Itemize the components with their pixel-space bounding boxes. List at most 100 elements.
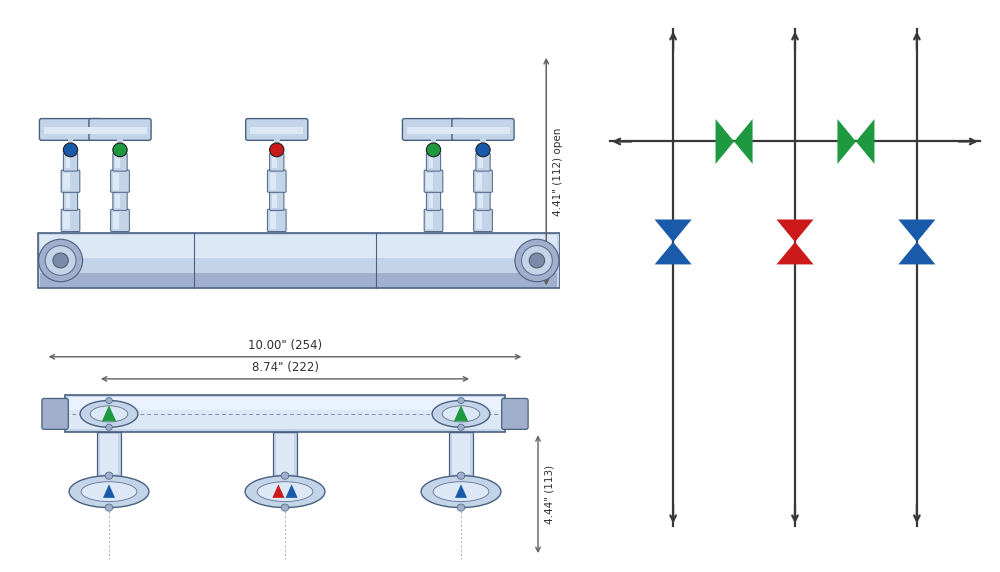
FancyBboxPatch shape <box>476 153 490 171</box>
Bar <box>66 156 70 168</box>
Bar <box>274 137 280 143</box>
Ellipse shape <box>81 482 137 502</box>
FancyBboxPatch shape <box>39 118 102 140</box>
Bar <box>66 194 70 208</box>
Polygon shape <box>102 405 116 421</box>
Polygon shape <box>837 119 856 164</box>
FancyBboxPatch shape <box>267 170 286 192</box>
Circle shape <box>53 253 68 268</box>
Bar <box>452 435 470 474</box>
FancyBboxPatch shape <box>270 191 284 210</box>
Bar <box>426 173 433 190</box>
Bar <box>431 137 436 143</box>
Circle shape <box>529 253 545 268</box>
Ellipse shape <box>433 482 489 502</box>
Polygon shape <box>103 484 115 498</box>
Circle shape <box>39 239 83 281</box>
Ellipse shape <box>421 476 501 507</box>
Circle shape <box>515 239 559 281</box>
FancyBboxPatch shape <box>476 191 490 210</box>
FancyBboxPatch shape <box>267 209 286 232</box>
Circle shape <box>457 504 465 511</box>
Polygon shape <box>655 242 692 264</box>
Bar <box>113 212 119 229</box>
Circle shape <box>281 472 289 479</box>
Circle shape <box>105 472 113 479</box>
Bar <box>97 432 121 476</box>
FancyBboxPatch shape <box>474 209 492 232</box>
FancyBboxPatch shape <box>452 118 514 140</box>
FancyBboxPatch shape <box>89 118 151 140</box>
Bar <box>250 126 303 134</box>
Circle shape <box>426 143 441 157</box>
Polygon shape <box>455 484 467 498</box>
Circle shape <box>105 504 113 511</box>
Bar <box>40 273 557 287</box>
Bar <box>480 137 486 143</box>
Text: 4.44" (113): 4.44" (113) <box>545 464 555 524</box>
FancyBboxPatch shape <box>270 153 284 171</box>
Circle shape <box>113 143 127 157</box>
Polygon shape <box>734 119 753 164</box>
FancyBboxPatch shape <box>474 170 492 192</box>
Polygon shape <box>716 119 734 164</box>
Polygon shape <box>898 220 935 242</box>
Ellipse shape <box>442 406 480 422</box>
Circle shape <box>458 424 464 430</box>
Bar <box>449 432 473 476</box>
Bar <box>273 432 297 476</box>
Bar <box>115 194 120 208</box>
FancyBboxPatch shape <box>424 170 443 192</box>
Polygon shape <box>454 405 468 421</box>
FancyBboxPatch shape <box>61 170 80 192</box>
Ellipse shape <box>80 400 138 427</box>
Bar <box>429 194 433 208</box>
Bar <box>270 212 276 229</box>
Bar <box>44 126 97 134</box>
Text: 4.41" (112) open: 4.41" (112) open <box>553 128 563 216</box>
Circle shape <box>457 472 465 479</box>
FancyBboxPatch shape <box>111 170 129 192</box>
Ellipse shape <box>69 476 149 507</box>
FancyBboxPatch shape <box>246 118 308 140</box>
Bar <box>40 236 557 257</box>
Bar <box>426 212 433 229</box>
FancyBboxPatch shape <box>63 153 78 171</box>
Circle shape <box>522 245 552 275</box>
FancyBboxPatch shape <box>113 191 127 210</box>
Circle shape <box>106 398 112 404</box>
Text: 8.74" (222): 8.74" (222) <box>252 361 318 374</box>
Bar <box>276 435 294 474</box>
Circle shape <box>45 245 76 275</box>
Bar <box>115 156 120 168</box>
Circle shape <box>281 504 289 511</box>
FancyBboxPatch shape <box>113 153 127 171</box>
Bar <box>68 399 502 430</box>
Bar <box>478 194 483 208</box>
Bar <box>476 212 482 229</box>
Ellipse shape <box>90 406 128 422</box>
FancyBboxPatch shape <box>63 191 78 210</box>
Polygon shape <box>655 220 692 242</box>
Polygon shape <box>776 220 814 242</box>
Bar <box>272 156 277 168</box>
FancyBboxPatch shape <box>402 118 465 140</box>
FancyBboxPatch shape <box>426 153 441 171</box>
Bar <box>93 126 147 134</box>
Polygon shape <box>776 242 814 264</box>
Bar <box>117 137 123 143</box>
Bar <box>68 397 502 410</box>
Polygon shape <box>856 119 874 164</box>
Text: 10.00" (254): 10.00" (254) <box>248 339 322 352</box>
Bar <box>100 435 118 474</box>
Bar <box>478 156 483 168</box>
Ellipse shape <box>257 482 313 502</box>
Bar <box>456 126 510 134</box>
Bar <box>272 194 277 208</box>
FancyBboxPatch shape <box>426 191 441 210</box>
Bar <box>270 173 276 190</box>
Bar <box>38 233 560 288</box>
Ellipse shape <box>245 476 325 507</box>
FancyBboxPatch shape <box>502 399 528 430</box>
Bar <box>429 156 433 168</box>
